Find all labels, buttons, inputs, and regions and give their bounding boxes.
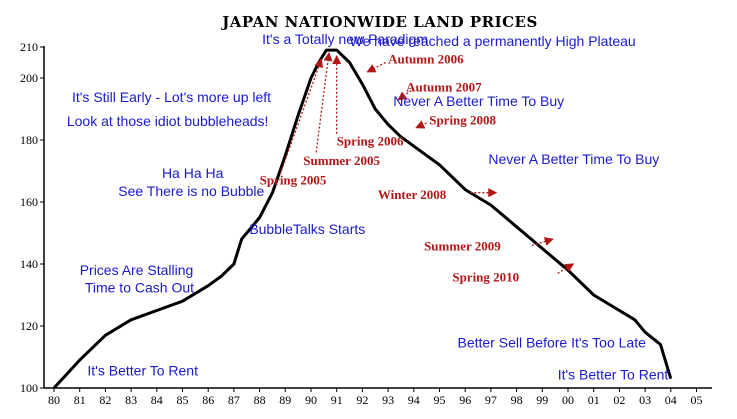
- annotation-arrow: [315, 51, 333, 153]
- x-tick-label: 83: [125, 393, 137, 407]
- x-tick-label: 01: [588, 393, 600, 407]
- x-tick-label: 99: [536, 393, 548, 407]
- y-tick-label: 180: [20, 133, 38, 147]
- red-annotations: Autumn 2006 Autumn 2007 Spring 2008 Spring …: [260, 52, 520, 285]
- blue-annotation: It's a Totally new Paradigm: [262, 31, 428, 47]
- y-ticks: 100 120 140 160 180 200 210: [20, 40, 44, 395]
- red-annotation: Spring 2006: [337, 134, 404, 149]
- x-tick-label: 90: [305, 393, 317, 407]
- x-tick-label: 85: [177, 393, 189, 407]
- x-tick-label: 81: [74, 393, 86, 407]
- red-annotation: Summer 2005: [303, 153, 380, 168]
- annotation-arrow: [366, 61, 386, 73]
- red-annotation: Spring 2008: [429, 113, 496, 128]
- red-annotation: Summer 2009: [424, 239, 501, 254]
- red-annotation: Autumn 2007: [406, 80, 482, 95]
- x-tick-label: 94: [408, 393, 420, 407]
- x-tick-label: 97: [485, 393, 497, 407]
- x-tick-label: 91: [331, 393, 343, 407]
- blue-annotation: We have reached a permanently High Plate…: [350, 33, 636, 49]
- x-tick-label: 93: [382, 393, 394, 407]
- chart-title: JAPAN NATIONWIDE LAND PRICES: [220, 13, 538, 31]
- annotation-arrow: [397, 89, 412, 101]
- y-tick-label: 200: [20, 71, 38, 85]
- x-ticks: 80 81 82 83 84 85 86 87 88 89 90 91 92 93 94 95 96 97 98 99…: [48, 388, 703, 407]
- x-tick-label: 87: [228, 393, 240, 407]
- x-tick-label: 03: [639, 393, 651, 407]
- annotation-arrow: [531, 237, 554, 247]
- blue-annotation: Time to Cash Out: [85, 280, 194, 296]
- x-tick-label: 95: [434, 393, 446, 407]
- y-tick-label: 210: [20, 40, 38, 54]
- blue-annotation: Prices Are Stalling: [80, 262, 194, 278]
- blue-annotation: See There is no Bubble: [118, 183, 264, 199]
- x-tick-label: 00: [562, 393, 574, 407]
- x-tick-label: 89: [279, 393, 291, 407]
- y-tick-label: 120: [20, 319, 38, 333]
- blue-annotation: BubbleTalks Starts: [249, 221, 365, 237]
- x-tick-label: 82: [99, 393, 111, 407]
- x-tick-label: 92: [356, 393, 368, 407]
- x-tick-label: 84: [151, 393, 163, 407]
- annotation-arrows: [279, 51, 575, 274]
- blue-annotation: Never A Better Time To Buy: [393, 93, 564, 109]
- annotation-arrow: [557, 263, 575, 274]
- x-tick-label: 96: [459, 393, 471, 407]
- blue-annotation: It's Still Early - Lot's more up left: [72, 89, 271, 105]
- x-tick-label: 80: [48, 393, 60, 407]
- annotation-arrow: [279, 58, 323, 175]
- blue-annotation: Look at those idiot bubbleheads!: [67, 113, 269, 129]
- x-tick-label: 86: [202, 393, 214, 407]
- red-annotation: Winter 2008: [378, 187, 447, 202]
- x-tick-label: 05: [691, 393, 703, 407]
- red-annotation: Autumn 2006: [388, 52, 464, 67]
- blue-annotation: Ha Ha Ha: [162, 165, 224, 181]
- y-tick-label: 140: [20, 257, 38, 271]
- blue-annotation: It's Better To Rent: [87, 362, 198, 378]
- y-tick-label: 160: [20, 195, 38, 209]
- x-tick-label: 98: [511, 393, 523, 407]
- red-annotation: Spring 2005: [260, 172, 327, 187]
- blue-annotation: Better Sell Before It's Too Late: [457, 335, 646, 351]
- x-tick-label: 02: [613, 393, 625, 407]
- y-tick-label: 100: [20, 381, 38, 395]
- blue-annotation: Never A Better Time To Buy: [488, 151, 659, 167]
- blue-annotation: It's Better To Rent: [558, 367, 669, 383]
- x-tick-label: 04: [665, 393, 677, 407]
- red-annotation: Spring 2010: [452, 269, 519, 284]
- annotation-arrow: [415, 120, 427, 129]
- x-tick-label: 88: [254, 393, 266, 407]
